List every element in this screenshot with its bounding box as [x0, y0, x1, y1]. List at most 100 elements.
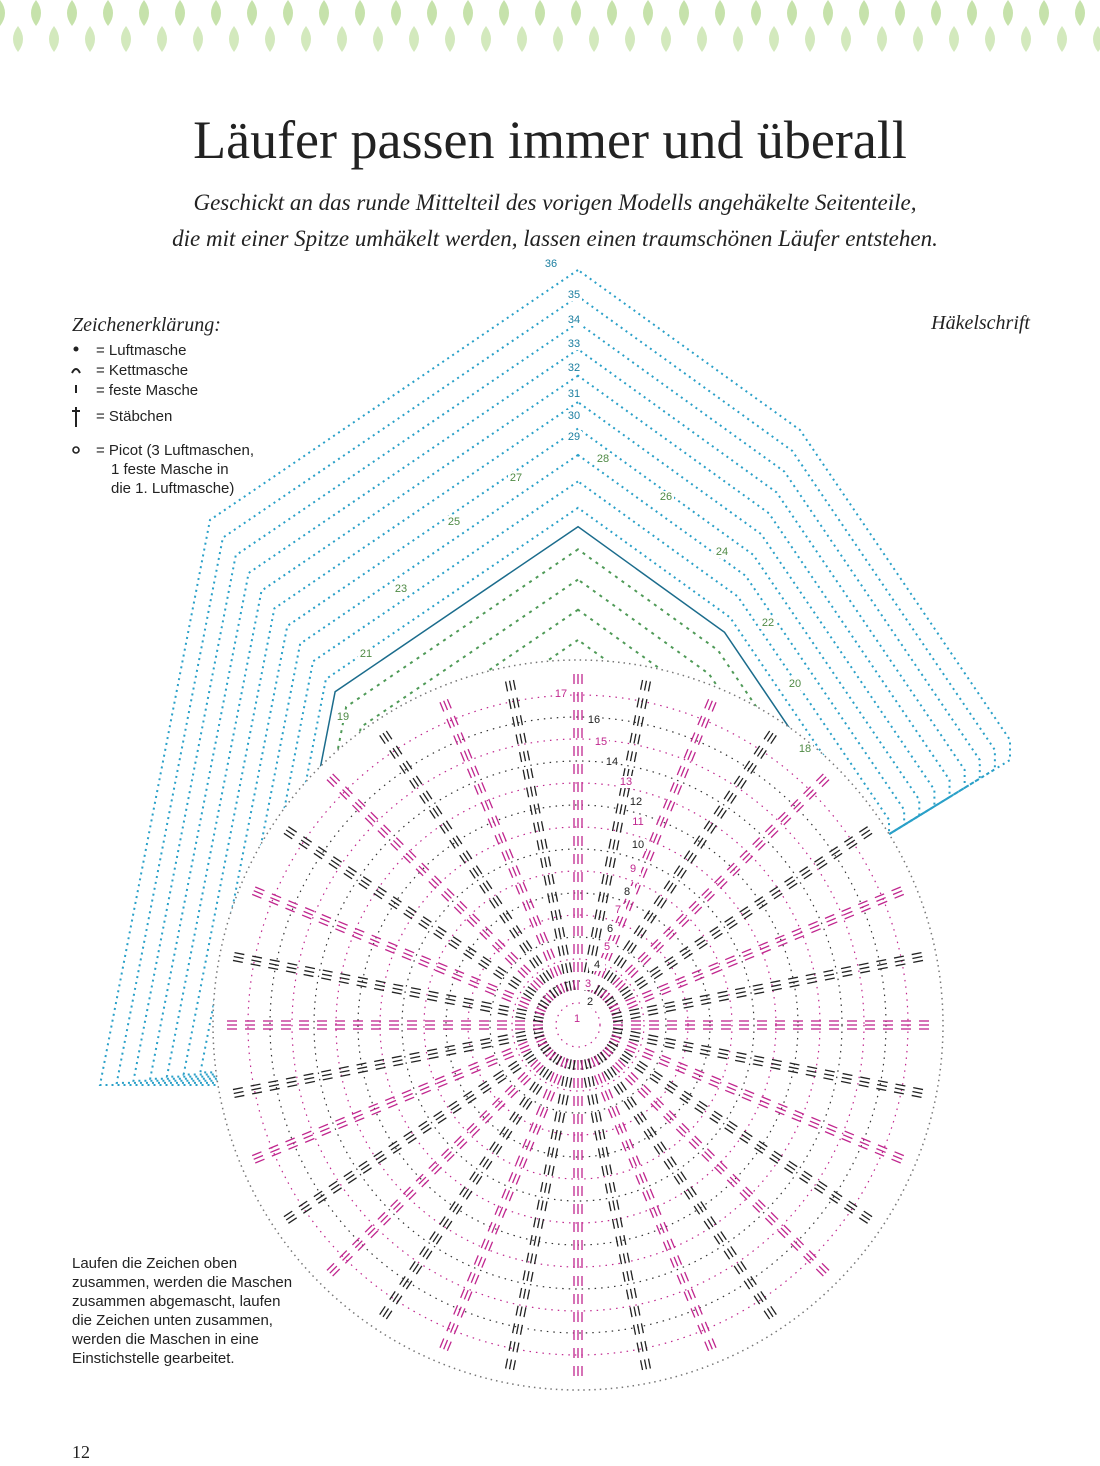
stitch	[408, 1192, 417, 1201]
stitch	[508, 982, 518, 990]
stitch	[547, 856, 552, 867]
stitch	[442, 822, 450, 832]
stitch	[629, 1008, 640, 1012]
stitch	[502, 993, 513, 999]
stitch	[439, 702, 445, 712]
diagram-label: Häkelschrift	[930, 312, 1030, 334]
stitch	[492, 1143, 500, 1153]
stitch	[604, 1090, 610, 1101]
stitch	[602, 992, 611, 1001]
stitch	[634, 1067, 644, 1074]
stitch	[658, 982, 669, 988]
stitch	[546, 1090, 552, 1101]
stitch	[711, 929, 721, 937]
stitch	[480, 801, 486, 812]
stitch	[542, 995, 551, 1004]
stitch	[498, 1038, 509, 1042]
stitch	[452, 1203, 460, 1213]
stitch	[481, 1001, 492, 1005]
stitch	[523, 1050, 533, 1058]
stitch	[432, 807, 440, 817]
stitch	[449, 717, 455, 727]
leaf	[301, 26, 311, 52]
stitch	[509, 1111, 516, 1121]
stitch	[505, 910, 513, 920]
stitch	[465, 850, 473, 860]
stitch	[840, 1080, 851, 1084]
row-number: 27	[510, 472, 522, 484]
stitch	[521, 996, 531, 1002]
stitch	[460, 1288, 466, 1299]
stitch	[535, 934, 541, 945]
stitch	[662, 798, 668, 809]
stitch	[360, 879, 370, 887]
stitch	[481, 1258, 487, 1268]
stitch	[691, 969, 702, 975]
stitch	[382, 1308, 390, 1318]
stitch	[329, 1265, 338, 1274]
stitch	[697, 1305, 703, 1315]
row-number: 16	[588, 714, 600, 726]
leaf	[589, 26, 599, 52]
stitch	[732, 1173, 741, 1182]
leaf	[463, 0, 473, 26]
stitch	[392, 839, 401, 848]
row-label-bg	[625, 863, 641, 875]
stitch	[660, 899, 667, 909]
stitch	[663, 880, 671, 890]
stitch	[383, 1217, 392, 1226]
stitch	[335, 1116, 345, 1122]
stitch	[392, 987, 403, 991]
stitch	[377, 1157, 387, 1164]
stitch	[422, 916, 432, 923]
stitch	[690, 732, 696, 742]
leaf	[841, 26, 851, 52]
stitch	[445, 998, 456, 1002]
stitch	[525, 940, 533, 950]
row-label-bg	[580, 978, 596, 990]
stitch	[340, 1073, 351, 1077]
stitch	[602, 1129, 606, 1140]
stitch	[755, 1202, 764, 1211]
stitch	[666, 800, 672, 810]
stitch	[729, 865, 738, 874]
stitch	[377, 830, 386, 839]
stitch	[493, 972, 503, 980]
stitch	[399, 764, 406, 774]
stitch	[403, 1092, 413, 1098]
stitch	[676, 979, 687, 985]
stitch	[757, 1199, 766, 1208]
stitch	[338, 920, 348, 926]
stitch	[443, 700, 449, 711]
stitch	[269, 958, 280, 963]
stitch	[706, 893, 715, 902]
stitch	[894, 893, 905, 899]
stitch	[303, 1134, 314, 1140]
stitch	[515, 1305, 519, 1316]
stitch	[410, 1059, 422, 1063]
stitch	[536, 1218, 541, 1229]
stitch	[858, 1144, 868, 1150]
stitch	[841, 969, 852, 974]
stitch	[601, 968, 607, 978]
stitch	[419, 1086, 430, 1092]
stitch	[808, 791, 817, 800]
stitch	[459, 900, 468, 909]
stitch	[604, 856, 609, 867]
stitch	[761, 1096, 772, 1102]
stitch	[609, 875, 613, 886]
stitch	[529, 1081, 536, 1091]
stitch	[528, 1122, 534, 1132]
stitch	[433, 1166, 442, 1175]
stitch	[385, 730, 393, 740]
stitch	[561, 1076, 565, 1087]
stitch	[494, 1224, 501, 1235]
leaf	[391, 0, 401, 26]
stitch	[770, 1066, 781, 1070]
stitch	[640, 954, 649, 963]
stitch	[561, 1112, 566, 1124]
stitch	[803, 786, 812, 795]
stitch	[666, 882, 674, 892]
stitch	[446, 1153, 455, 1162]
stitch	[694, 1068, 705, 1074]
